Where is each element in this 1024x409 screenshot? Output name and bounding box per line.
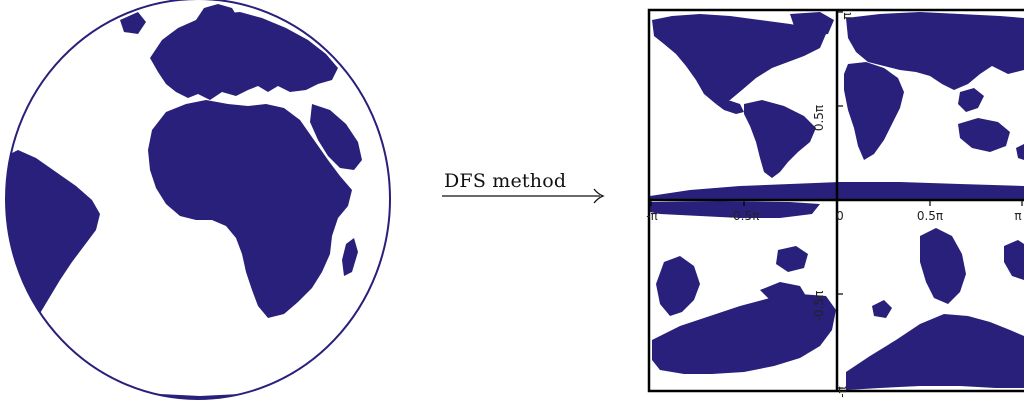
map-br-upper-right — [1004, 240, 1024, 280]
map-nz — [1016, 144, 1024, 160]
globe — [5, 0, 391, 400]
globe-europe — [150, 12, 338, 100]
map-africa — [844, 62, 904, 160]
map-eurasia — [846, 12, 1024, 90]
map-se-asia — [958, 88, 984, 112]
map-australia — [958, 118, 1010, 152]
transform-arrow — [442, 188, 605, 204]
x-tick-label-neg-half-pi: -0.5π — [729, 209, 760, 223]
globe-arabia — [310, 104, 362, 170]
x-tick-marks — [650, 200, 1023, 206]
globe-madagascar — [342, 238, 358, 276]
x-tick-label-zero: 0 — [836, 209, 844, 223]
dfs-map: -π -0.5π 0 0.5π π π 0.5π -0.5π -π — [646, 8, 1024, 398]
x-tick-label-pi: π — [1014, 209, 1021, 223]
map-br-small — [872, 300, 892, 318]
y-tick-label-neg-pi: -π — [835, 386, 849, 398]
map-bl-australia — [776, 246, 808, 272]
globe-greenland — [120, 12, 146, 34]
arrow-label: DFS method — [444, 170, 567, 192]
y-tick-label-pi: π — [840, 12, 854, 19]
map-bl-landmass — [656, 256, 700, 316]
y-tick-label-neg-half-pi: -0.5π — [812, 291, 826, 322]
y-tick-marks — [837, 11, 843, 389]
map-north-america — [652, 14, 826, 104]
map-bl-islands — [760, 282, 806, 300]
x-tick-label-half-pi: 0.5π — [917, 209, 943, 223]
x-tick-label-neg-pi: -π — [646, 209, 658, 223]
map-south-america — [744, 100, 816, 178]
globe-africa — [148, 100, 352, 318]
map-br-lower-mass — [846, 314, 1024, 390]
map-greenland — [790, 12, 834, 36]
y-tick-label-half-pi: 0.5π — [812, 105, 826, 131]
map-central-america — [716, 100, 744, 114]
map-antarctica-bottom — [650, 201, 820, 218]
globe-scandinavia — [196, 4, 238, 38]
map-br-africa — [920, 228, 966, 304]
globe-uk — [166, 30, 184, 52]
map-bl-lower-mass — [652, 294, 836, 374]
